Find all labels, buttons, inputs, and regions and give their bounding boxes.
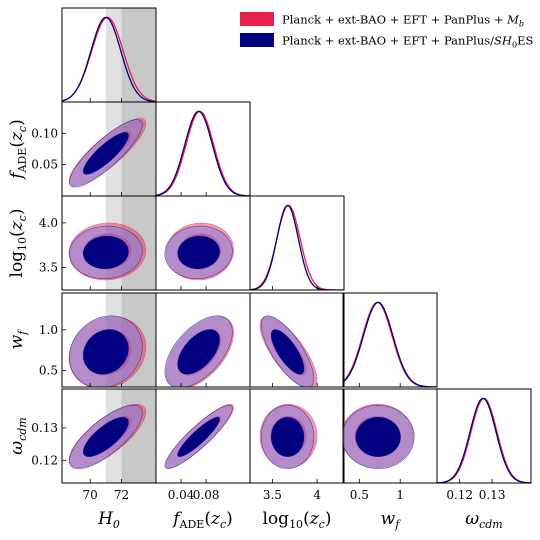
y-tick-label-log10zc: 3.5 <box>39 261 58 275</box>
contour-omega_cdm-H0-series-2-level-2 <box>82 416 129 457</box>
contour-omega_cdm-wf-series-2-level-2 <box>355 416 401 457</box>
x-tick-label-log10zc: 3.5 <box>263 488 282 502</box>
x-tick-label-omega_cdm: 0.12 <box>446 488 473 502</box>
panel-fADE-H0 <box>68 102 156 196</box>
xlabel-fADE: fADE(zc) <box>171 509 233 531</box>
legend-swatch-blue <box>240 33 274 47</box>
panel-frame <box>342 292 438 388</box>
panel-omega_cdm-log10zc <box>259 403 318 470</box>
contour-log10zc-fADE-series-2-level-2 <box>177 235 220 270</box>
x-tick-label-log10zc: 4 <box>313 488 321 502</box>
marginal-omega_cdm-series-2 <box>437 397 531 483</box>
y-tick-label-wf: 1.0 <box>39 323 58 337</box>
xlabel-log10zc: log10(zc) <box>263 509 332 531</box>
x-tick-label-H0: 70 <box>83 488 98 502</box>
xlabel-wf: wf <box>381 509 402 531</box>
prior-band-outer <box>121 8 156 102</box>
ylabel-wf: wf <box>7 329 29 350</box>
marginal-fADE-series-1 <box>156 110 250 196</box>
contour-omega_cdm-log10zc-series-2-level-2 <box>270 416 305 457</box>
marginal-wf-series-2 <box>343 301 437 387</box>
x-tick-label-wf: 1 <box>396 488 404 502</box>
legend-entry-1: Planck + ext-BAO + EFT + PanPlus + Mb <box>282 13 524 29</box>
panel-H0-H0 <box>62 8 156 102</box>
marginal-log10zc-series-2 <box>250 204 344 290</box>
marginal-wf-series-1 <box>343 301 437 387</box>
x-tick-label-fADE: 0.08 <box>193 488 220 502</box>
contour-wf-log10zc-series-2-level-2 <box>270 329 305 375</box>
y-tick-label-fADE: 0.10 <box>31 126 58 140</box>
y-tick-label-log10zc: 4.0 <box>39 216 58 230</box>
marginal-H0-series-2 <box>62 16 156 102</box>
panel-omega_cdm-wf <box>343 403 415 470</box>
ylabel-omega-cdm: ωcdm <box>7 417 29 455</box>
panel-fADE-fADE <box>156 110 250 196</box>
panel-log10zc-log10zc <box>250 204 344 290</box>
panel-log10zc-fADE <box>164 222 234 281</box>
xlabel-H0: H0 <box>97 509 120 531</box>
panel-frame <box>249 195 345 291</box>
marginal-log10zc-series-1 <box>250 204 344 290</box>
panel-log10zc-H0 <box>68 196 156 290</box>
legend-swatch-red <box>240 12 274 26</box>
y-tick-label-wf: 0.5 <box>39 364 58 378</box>
contour-wf-H0-series-2-level-2 <box>82 329 129 375</box>
legend: Planck + ext-BAO + EFT + PanPlus + Mb Pl… <box>240 12 533 50</box>
prior-band-inner <box>105 8 122 102</box>
panel-frame <box>436 388 532 484</box>
y-tick-label-omega_cdm: 0.13 <box>31 421 58 435</box>
panel-wf-fADE <box>164 315 234 387</box>
panel-omega_cdm-fADE <box>164 403 234 470</box>
panel-omega_cdm-H0 <box>68 389 156 483</box>
marginal-fADE-series-2 <box>156 110 250 196</box>
ylabel-fADE: fADE(zc) <box>7 119 29 181</box>
ylabel-log10zc: log10(zc) <box>7 209 29 278</box>
x-tick-label-wf: 0.5 <box>350 488 369 502</box>
panel-omega_cdm-omega_cdm <box>437 397 531 483</box>
x-tick-label-fADE: 0.04 <box>168 488 195 502</box>
legend-entry-2: Planck + ext-BAO + EFT + PanPlus/SH0ES <box>282 34 533 50</box>
panel-frame <box>249 292 345 388</box>
contour-wf-fADE-series-2-level-2 <box>177 329 220 375</box>
marginal-omega_cdm-series-1 <box>437 397 531 483</box>
panel-wf-wf <box>343 301 437 387</box>
contour-fADE-H0-series-2-level-2 <box>82 132 129 175</box>
xlabel-omega-cdm: ωcdm <box>465 509 503 531</box>
y-tick-label-omega_cdm: 0.12 <box>31 453 58 467</box>
y-tick-label-fADE: 0.05 <box>31 158 58 172</box>
panel-wf-log10zc <box>259 315 318 387</box>
x-tick-label-H0: 72 <box>114 488 129 502</box>
panel-wf-H0 <box>68 293 156 387</box>
contour-omega_cdm-fADE-series-2-level-2 <box>177 416 220 457</box>
contour-log10zc-H0-series-2-level-2 <box>82 235 129 270</box>
x-tick-label-omega_cdm: 0.13 <box>479 488 506 502</box>
